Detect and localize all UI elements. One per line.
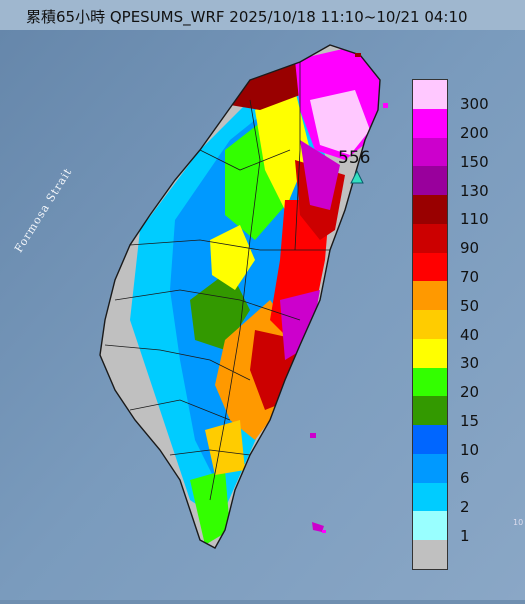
zone-yellow-central <box>210 225 255 290</box>
legend-label: 2 <box>460 498 470 517</box>
corner-mark: 10 <box>513 518 524 527</box>
legend-label: 70 <box>460 267 480 286</box>
island-outline <box>99 44 381 549</box>
legend-label: 6 <box>460 469 470 488</box>
legend-label: 200 <box>460 124 489 143</box>
legend-swatch <box>413 540 447 570</box>
legend-label: 40 <box>460 325 480 344</box>
legend-swatch <box>413 367 447 397</box>
legend-colorbar <box>412 79 448 570</box>
legend-label: 20 <box>460 383 480 402</box>
zone-purple <box>300 140 340 210</box>
legend-swatch <box>413 482 447 512</box>
legend-label: 1 <box>460 526 470 545</box>
legend-label: 90 <box>460 239 480 258</box>
legend-label: 150 <box>460 152 489 171</box>
legend-labels: 300 200 150 130 110 90 70 50 40 30 20 15 10 6 2 1 <box>460 79 520 570</box>
county-boundaries <box>104 62 330 501</box>
zone-yellow-north <box>255 90 310 210</box>
islet-green <box>310 433 316 438</box>
legend-swatch <box>413 310 447 340</box>
legend-swatch <box>413 453 447 484</box>
legend-label: 130 <box>460 181 489 200</box>
legend-swatch <box>413 252 447 282</box>
legend-swatch <box>413 425 447 455</box>
legend-swatch <box>413 108 447 138</box>
legend-label: 10 <box>460 440 480 459</box>
max-rainfall-label: 556 <box>338 148 371 168</box>
legend-swatch <box>413 281 447 311</box>
legend-label: 30 <box>460 354 480 373</box>
header-band <box>0 0 525 30</box>
zone-pink <box>310 90 370 155</box>
legend-swatch <box>413 396 447 426</box>
islet-orchid-small <box>322 530 326 533</box>
legend-swatch <box>413 166 447 196</box>
legend-label: 110 <box>460 210 489 229</box>
legend-swatch <box>413 511 447 541</box>
legend-label: 50 <box>460 296 480 315</box>
legend-swatch <box>413 338 447 369</box>
legend-swatch <box>413 80 447 110</box>
map-title: 累積65小時 QPESUMS_WRF 2025/10/18 11:10~10/2… <box>26 8 468 26</box>
islet-orchid <box>312 522 324 532</box>
legend-label: 15 <box>460 411 480 430</box>
islet-turtle <box>383 103 388 108</box>
legend-label: 300 <box>460 95 489 114</box>
legend-swatch <box>413 195 447 225</box>
triangle-marker-icon <box>350 169 364 184</box>
legend-swatch <box>413 223 447 254</box>
zone-green-south <box>190 470 230 545</box>
legend-swatch <box>413 137 447 167</box>
islet-north <box>355 53 361 57</box>
zone-gold-south <box>205 420 245 475</box>
